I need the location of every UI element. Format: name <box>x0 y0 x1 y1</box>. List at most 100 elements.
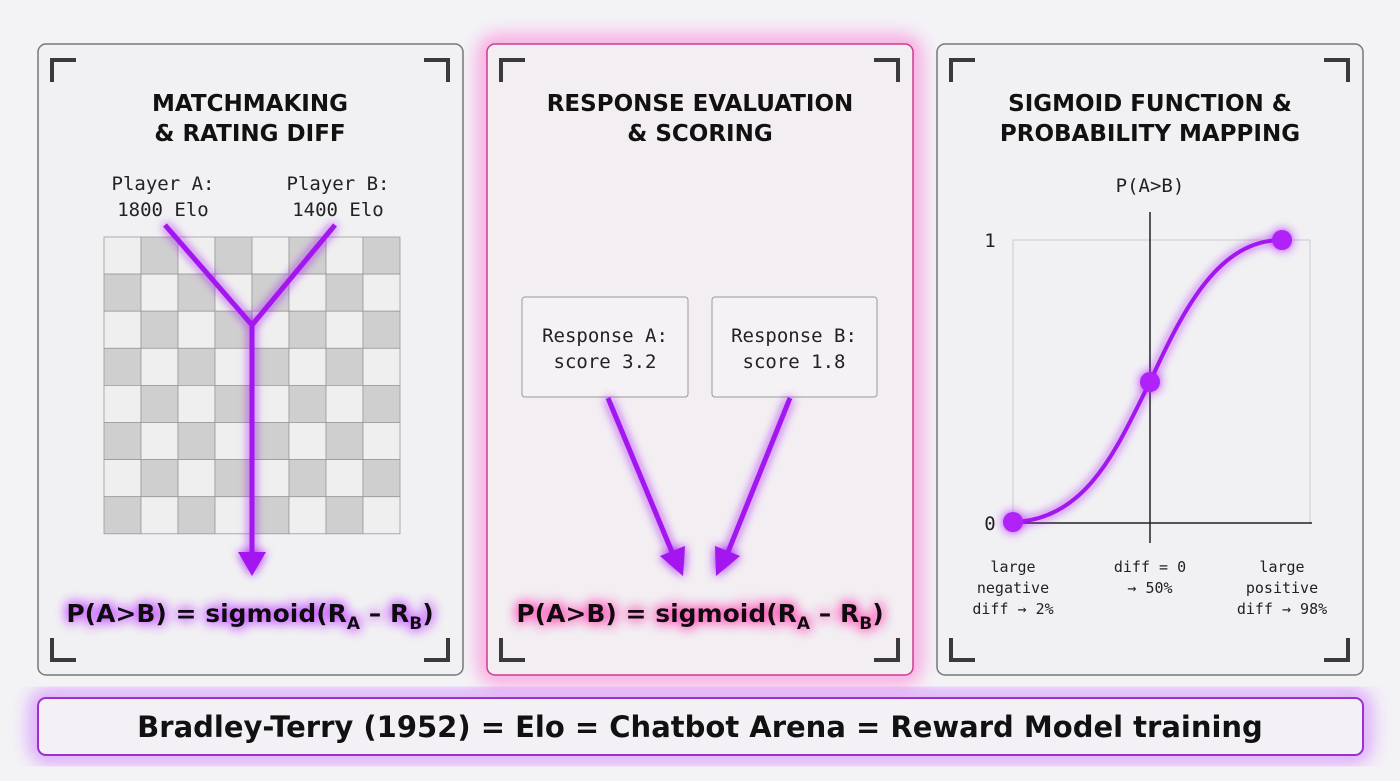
x-label: large <box>990 558 1035 576</box>
formula-subscript: B <box>409 614 422 634</box>
board-square <box>177 496 216 535</box>
board-square <box>140 347 179 386</box>
y-tick-label: 1 <box>984 230 995 252</box>
x-label: diff → 2% <box>972 600 1053 618</box>
panel-title: PROBABILITY MAPPING <box>1000 121 1300 147</box>
footer-box <box>37 697 1364 756</box>
board-square <box>177 384 216 423</box>
y-axis-label: P(A>B) <box>1116 175 1185 197</box>
board-square <box>288 422 327 460</box>
board-square <box>214 347 253 386</box>
formula-subscript: A <box>347 614 361 634</box>
board-square <box>103 236 142 275</box>
formula-part: P(A>B) = sigmoid(R <box>66 599 347 628</box>
player-label: Player A: <box>112 173 215 195</box>
board-square <box>177 459 216 498</box>
board-square <box>251 347 290 386</box>
board-square <box>325 384 364 423</box>
panel-title: RESPONSE EVALUATION <box>547 91 854 117</box>
player-label: Player B: <box>287 173 390 195</box>
board-square <box>325 496 364 535</box>
player-rating: 1800 Elo <box>117 199 209 221</box>
response-label: Response B: <box>731 325 857 347</box>
board-square <box>140 459 179 498</box>
board-square <box>140 422 179 460</box>
board-square <box>214 496 253 535</box>
board-square <box>140 310 179 349</box>
board-square <box>103 384 142 423</box>
footer-text: Bradley-Terry (1952) = Elo = Chatbot Are… <box>137 710 1263 744</box>
board-square <box>325 236 364 275</box>
board-square <box>177 347 216 386</box>
x-label: → 50% <box>1127 579 1172 597</box>
board-square <box>288 459 327 498</box>
board-square <box>325 273 364 312</box>
board-square <box>177 273 216 312</box>
panel-title: & SCORING <box>627 121 772 147</box>
formula: P(A>B) = sigmoid(RA – RB) <box>516 599 883 634</box>
board-square <box>140 496 179 535</box>
formula-part: – R <box>810 599 859 628</box>
response-score: score 3.2 <box>554 351 657 373</box>
board-square <box>288 496 327 535</box>
x-label: negative <box>977 579 1049 597</box>
board-square <box>362 459 401 498</box>
formula-part: ) <box>872 599 883 628</box>
board-square <box>288 273 327 312</box>
response-box <box>521 296 689 398</box>
board-square <box>214 236 253 275</box>
formula-part: ) <box>422 599 433 628</box>
board-square <box>214 459 253 498</box>
board-square <box>325 459 364 498</box>
board-square <box>325 347 364 386</box>
panel <box>486 43 914 676</box>
x-label: diff = 0 <box>1114 558 1186 576</box>
board-square <box>288 384 327 423</box>
board-square <box>251 422 290 460</box>
board-square <box>177 236 216 275</box>
board-square <box>325 422 364 460</box>
board-square <box>140 236 179 275</box>
board-square <box>140 273 179 312</box>
board-square <box>288 347 327 386</box>
x-label: diff → 98% <box>1237 600 1327 618</box>
x-label: large <box>1259 558 1304 576</box>
board-square <box>103 496 142 535</box>
score-arrows <box>605 397 793 576</box>
board-square <box>325 310 364 349</box>
board-square <box>177 310 216 349</box>
board-square <box>251 236 290 275</box>
board-square <box>251 384 290 423</box>
board-square <box>103 422 142 460</box>
board-square <box>362 422 401 460</box>
panel-title: MATCHMAKING <box>152 91 348 117</box>
board-square <box>103 273 142 312</box>
board-square <box>288 310 327 349</box>
board-square <box>177 422 216 460</box>
response-score: score 1.8 <box>743 351 846 373</box>
formula-part: – R <box>360 599 409 628</box>
panel-title: SIGMOID FUNCTION & <box>1008 91 1292 117</box>
x-label: positive <box>1246 579 1318 597</box>
chessboard <box>103 236 401 535</box>
board-square <box>251 459 290 498</box>
formula-subscript: A <box>797 614 811 634</box>
corner-brackets <box>50 58 1350 662</box>
board-square <box>103 459 142 498</box>
panel-title: & RATING DIFF <box>154 121 345 147</box>
board-square <box>214 422 253 460</box>
board-square <box>362 347 401 386</box>
merge-arrow <box>163 223 337 576</box>
response-label: Response A: <box>542 325 668 347</box>
board-square <box>362 384 401 423</box>
board-square <box>103 347 142 386</box>
formula-subscript: B <box>859 614 872 634</box>
board-square <box>362 273 401 312</box>
board-square <box>362 236 401 275</box>
sigmoid-curve <box>1003 230 1292 532</box>
formula-part: P(A>B) = sigmoid(R <box>516 599 797 628</box>
player-rating: 1400 Elo <box>292 199 384 221</box>
board-square <box>251 496 290 535</box>
board-square <box>103 310 142 349</box>
